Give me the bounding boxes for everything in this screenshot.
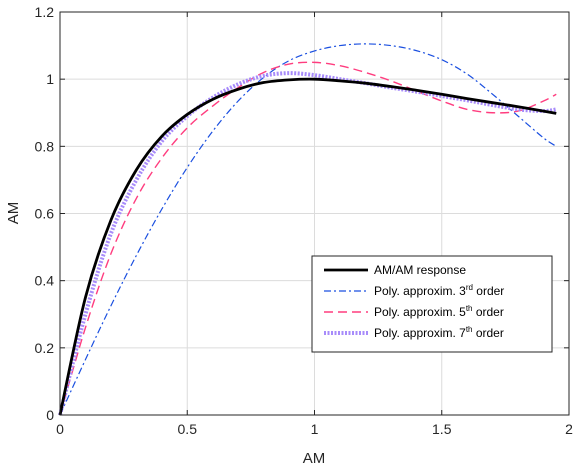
legend-label-1: AM/AM response xyxy=(374,263,466,277)
x-tick-label: 0 xyxy=(56,421,64,437)
legend-label-4: Poly. approxim. 7th order xyxy=(374,325,504,340)
grid xyxy=(60,12,569,415)
x-tick-label: 2 xyxy=(565,421,573,437)
legend-label-3: Poly. approxim. 5th order xyxy=(374,304,504,319)
y-tick-label: 0.8 xyxy=(35,138,55,154)
ticks: 0 0.5 1 1.5 2 0 0.2 0.4 0.6 0.8 1 1.2 xyxy=(35,4,574,437)
legend-box xyxy=(311,255,553,353)
y-axis-label: AM xyxy=(5,202,22,225)
series-lines xyxy=(58,43,557,416)
x-tick-label: 1 xyxy=(311,421,319,437)
y-tick-label: 0.2 xyxy=(35,340,55,356)
y-tick-label: 1.2 xyxy=(35,4,55,20)
legend: AM/AM response Poly. approxim. 3rd order P… xyxy=(311,255,553,353)
y-tick-label: 0.6 xyxy=(35,206,55,222)
y-tick-label: 1 xyxy=(46,71,54,87)
series-line-4 xyxy=(58,71,557,416)
y-tick-label: 0 xyxy=(46,407,54,423)
series-line-3 xyxy=(59,61,557,416)
x-tick-label: 1.5 xyxy=(432,421,452,437)
x-tick-label: 0.5 xyxy=(178,421,198,437)
y-tick-label: 0.4 xyxy=(35,273,55,289)
x-axis-label: AM xyxy=(303,450,326,467)
series-line-2 xyxy=(59,43,557,416)
series-line-1 xyxy=(58,77,557,416)
legend-label-2: Poly. approxim. 3rd order xyxy=(374,283,504,298)
